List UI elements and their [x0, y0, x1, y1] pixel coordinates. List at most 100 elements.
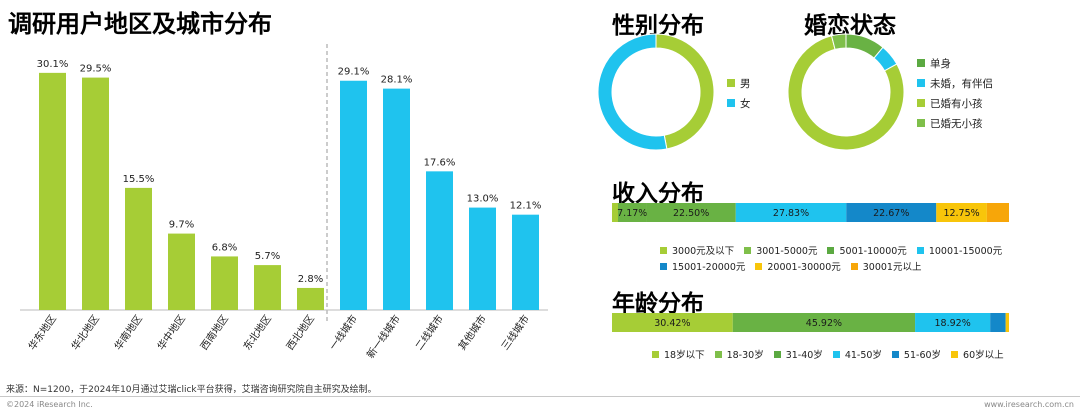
legend-swatch: [652, 350, 659, 358]
legend-item-income-5: 20001-30000元: [755, 258, 841, 274]
bar-3: [168, 233, 195, 310]
legend-item-income-3: 10001-15000元: [916, 242, 1002, 258]
legend-swatch: [660, 246, 667, 254]
bar-value-label: 5.7%: [255, 251, 280, 262]
slice-0: [655, 33, 715, 150]
x-tick-label: 一线城市: [326, 312, 360, 352]
legend-item-single: 单身: [917, 57, 993, 70]
legend-swatch: [660, 262, 667, 270]
income-chart-title: 收入分布: [612, 181, 704, 207]
slice-3: [830, 33, 847, 50]
legend-swatch: [850, 262, 858, 270]
bar-6: [297, 287, 324, 310]
legend-swatch: [891, 350, 899, 358]
bar-value-label: 15.5%: [123, 174, 155, 185]
gender-donut-chart: [597, 33, 715, 151]
copyright: ©2024 iResearch Inc.: [6, 400, 93, 409]
bar-0: [39, 72, 66, 311]
bar-8: [383, 88, 410, 310]
legend-item-partner: 未婚，有伴侣: [917, 77, 993, 90]
segment-3: [735, 203, 847, 222]
segment-1: [617, 203, 647, 222]
legend-swatch: [832, 350, 840, 358]
legend-item-income-4: 15001-20000元: [660, 258, 745, 274]
legend-swatch: [951, 350, 959, 358]
legend-item-income-0: 3000元及以下: [660, 242, 734, 258]
legend-item-age-2: 31-40岁: [773, 346, 823, 362]
x-tick-label: 西北地区: [283, 312, 317, 352]
segment-4: [846, 203, 937, 222]
segment-label: 30.42%: [654, 318, 690, 329]
legend-item-age-3: 41-50岁: [832, 346, 882, 362]
legend-swatch: [727, 99, 735, 107]
income-stacked-bar: 7.17% 22.50% 27.83% 22.67% 12.75%: [612, 203, 1009, 222]
marital-legend: 单身 未婚，有伴侣 已婚有小孩 已婚无小孩: [917, 57, 993, 137]
legend-swatch: [917, 99, 925, 107]
segment-2: [646, 203, 736, 222]
bar-value-label: 17.6%: [424, 157, 456, 168]
bar-value-label: 12.1%: [510, 201, 542, 212]
segment-label: 22.50%: [673, 208, 709, 219]
age-legend: 18岁以下 18-30岁 31-40岁 41-50岁 51-60岁 60岁以上: [652, 346, 1022, 362]
income-legend: 3000元及以下 3001-5000元 5001-10000元 10001-15…: [660, 242, 1020, 274]
age-stacked-bar: 30.42% 45.92% 18.92%: [612, 313, 1009, 332]
legend-swatch: [827, 246, 835, 254]
legend-swatch: [727, 79, 735, 87]
legend-swatch: [773, 350, 781, 358]
legend-swatch: [714, 350, 722, 358]
segment-3: [915, 313, 991, 332]
bar-4: [211, 256, 238, 310]
slice-2: [787, 35, 905, 151]
legend-item-male: 男: [727, 77, 751, 90]
legend-item-married-nokids: 已婚无小孩: [917, 117, 993, 130]
x-tick-label: 华中地区: [154, 312, 188, 352]
segment-label: 22.67%: [873, 208, 909, 219]
x-tick-label: 东北地区: [240, 312, 274, 352]
bar-1: [82, 77, 109, 310]
source-note: 来源：N=1200，于2024年10月通过艾瑞click平台获得，艾瑞咨询研究院…: [6, 385, 377, 395]
segment-label: 12.75%: [943, 208, 979, 219]
legend-swatch: [916, 246, 924, 254]
age-chart-title: 年龄分布: [612, 291, 704, 317]
slice-1: [597, 33, 668, 151]
footer-divider: [0, 396, 1080, 397]
bar-10: [469, 207, 496, 310]
legend-item-income-6: 30001元以上: [850, 258, 921, 274]
x-tick-label: 西南地区: [197, 312, 231, 352]
segment-label: 27.83%: [773, 208, 809, 219]
segment-1: [612, 313, 733, 332]
bar-value-label: 28.1%: [381, 75, 413, 86]
segment-0: [612, 203, 618, 222]
x-tick-label: 华南地区: [111, 312, 145, 352]
legend-item-income-2: 5001-10000元: [827, 242, 907, 258]
bar-value-label: 29.1%: [338, 67, 370, 78]
segment-5: [1005, 313, 1009, 332]
gender-legend: 男 女: [727, 77, 751, 117]
legend-item-age-4: 51-60岁: [891, 346, 941, 362]
x-tick-label: 二线城市: [412, 312, 446, 352]
segment-2: [732, 313, 916, 332]
legend-item-married-kids: 已婚有小孩: [917, 97, 993, 110]
bar-value-label: 2.8%: [298, 274, 323, 285]
bar-5: [254, 265, 281, 310]
x-tick-label: 新一线城市: [364, 312, 403, 360]
bar-value-label: 9.7%: [169, 220, 194, 231]
legend-swatch: [744, 246, 752, 254]
website-link[interactable]: www.iresearch.com.cn: [984, 400, 1074, 409]
legend-swatch: [755, 262, 763, 270]
bar-9: [426, 171, 453, 310]
bar-value-label: 29.5%: [80, 64, 112, 75]
legend-swatch: [917, 79, 925, 87]
x-tick-label: 三线城市: [498, 312, 532, 352]
x-tick-label: 其他城市: [455, 312, 489, 352]
legend-item-female: 女: [727, 97, 751, 110]
bar-2: [125, 187, 152, 310]
segment-4: [990, 313, 1006, 332]
segment-label: 45.92%: [806, 318, 842, 329]
bar-11: [512, 214, 539, 310]
legend-swatch: [917, 119, 925, 127]
bar-value-label: 30.1%: [37, 59, 69, 70]
x-tick-label: 华东地区: [25, 312, 59, 352]
legend-item-age-0: 18岁以下: [652, 346, 705, 362]
bar-7: [340, 80, 367, 310]
